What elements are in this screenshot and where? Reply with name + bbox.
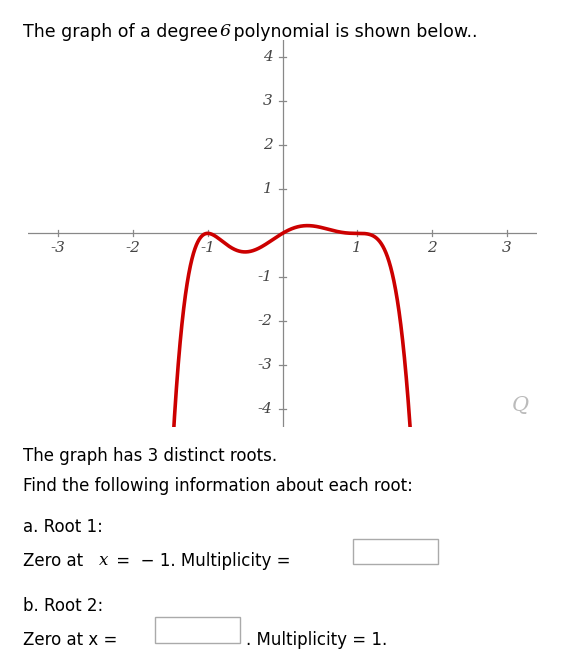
Text: -2: -2 [258,314,273,328]
Text: -3: -3 [51,241,66,256]
Text: 2: 2 [263,138,273,152]
FancyBboxPatch shape [353,539,438,564]
Text: 4: 4 [263,50,273,64]
Text: . Multiplicity = 1.: . Multiplicity = 1. [246,631,387,649]
Text: -3: -3 [258,358,273,373]
Text: x: x [99,552,108,569]
Text: The graph of a degree: The graph of a degree [23,23,223,41]
Text: 2: 2 [427,241,437,256]
Text: -4: -4 [258,402,273,416]
Text: 3: 3 [502,241,512,256]
Text: -1: -1 [200,241,215,256]
Text: The graph has 3 distinct roots.: The graph has 3 distinct roots. [23,448,277,465]
Text: Q: Q [512,397,529,415]
Text: -2: -2 [125,241,140,256]
Text: polynomial is shown below..: polynomial is shown below.. [228,23,478,41]
Text: Find the following information about each root:: Find the following information about eac… [23,477,412,495]
Text: =  − 1. Multiplicity =: = − 1. Multiplicity = [111,552,291,571]
Text: 6: 6 [219,23,230,40]
FancyBboxPatch shape [155,618,240,643]
Text: a. Root 1:: a. Root 1: [23,518,102,536]
Text: 1: 1 [263,182,273,197]
Text: Zero at x =: Zero at x = [23,631,122,649]
Text: -1: -1 [258,270,273,285]
Text: 1: 1 [353,241,362,256]
Text: Zero at: Zero at [23,552,88,571]
Text: b. Root 2:: b. Root 2: [23,597,103,615]
Text: 3: 3 [263,94,273,109]
